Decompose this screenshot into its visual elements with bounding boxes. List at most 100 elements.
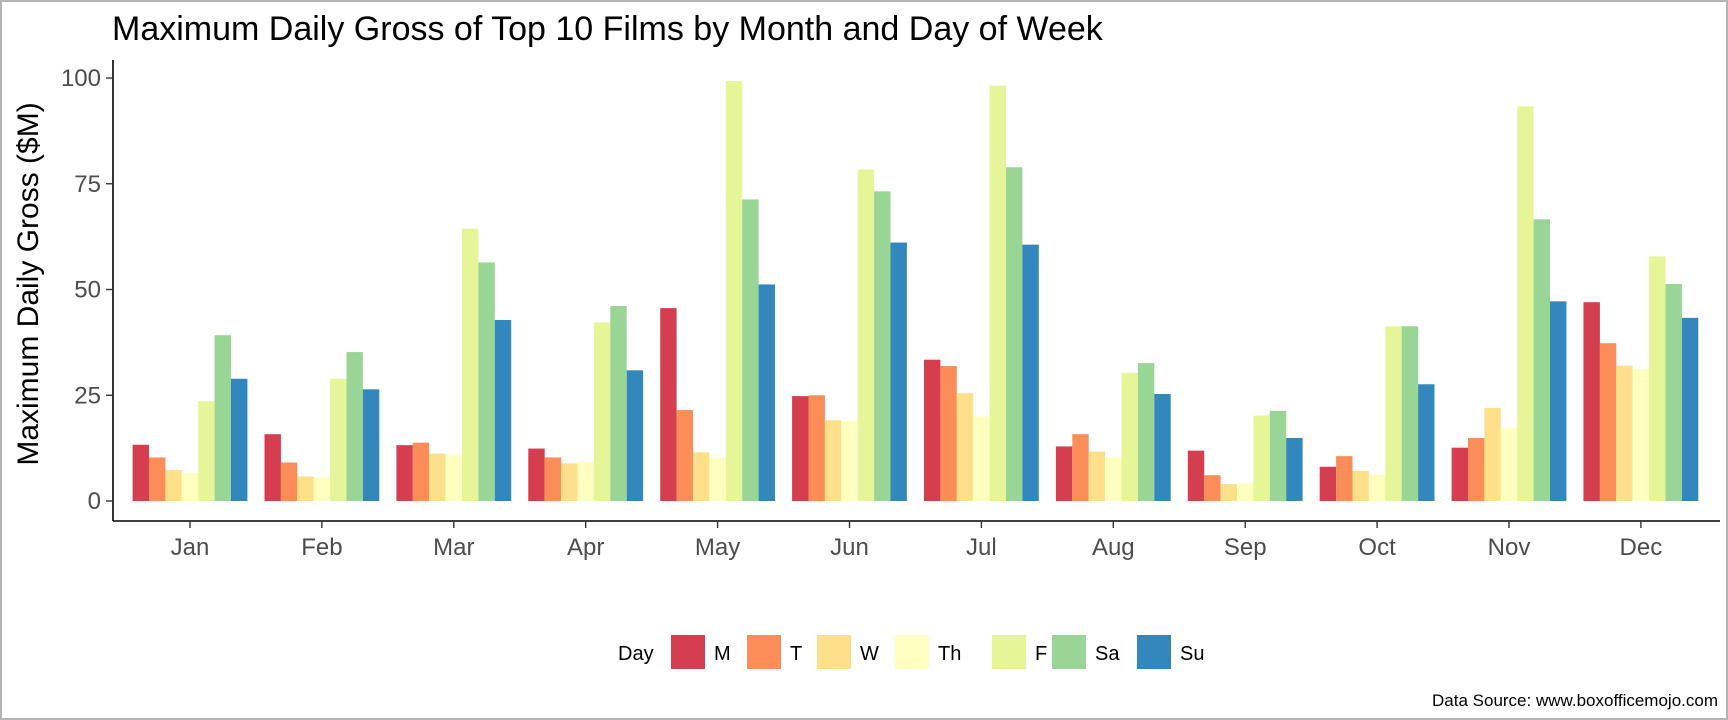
bar-may-m xyxy=(660,308,677,501)
bar-apr-t xyxy=(544,457,562,501)
bar-jul-th xyxy=(973,416,990,501)
bar-jul-sa xyxy=(1006,167,1023,501)
bar-jan-su xyxy=(231,378,248,501)
bar-nov-f xyxy=(1517,106,1534,501)
bar-jan-t xyxy=(149,457,166,501)
bar-mar-su xyxy=(494,319,512,501)
bar-oct-w xyxy=(1352,470,1369,501)
bar-apr-th xyxy=(577,462,594,501)
x-tick-label-mar: Mar xyxy=(433,534,474,561)
legend-key-m xyxy=(671,635,705,669)
bar-jan-sa xyxy=(214,335,231,501)
bar-oct-th xyxy=(1368,474,1386,501)
x-tick-label-oct: Oct xyxy=(1358,534,1396,561)
bar-apr-w xyxy=(561,463,578,501)
bar-sep-th xyxy=(1237,483,1254,501)
bar-dec-m xyxy=(1583,302,1600,501)
x-tick-label-may: May xyxy=(695,534,740,561)
bar-jun-t xyxy=(808,395,825,501)
bar-may-sa xyxy=(742,199,759,501)
bar-jul-su xyxy=(1022,244,1039,501)
bar-apr-m xyxy=(528,448,545,501)
y-tick-label: 75 xyxy=(74,171,101,198)
bar-feb-sa xyxy=(346,352,363,501)
bar-sep-m xyxy=(1187,450,1205,501)
y-tick-label: 100 xyxy=(61,65,101,92)
bar-dec-th xyxy=(1632,369,1650,501)
y-axis: 0 25 50 75 100 xyxy=(61,60,114,521)
x-tick-label-nov: Nov xyxy=(1488,534,1531,561)
bar-nov-sa xyxy=(1533,219,1550,501)
bar-nov-m xyxy=(1451,447,1468,501)
bar-may-su xyxy=(758,284,775,501)
bar-nov-th xyxy=(1500,427,1518,501)
legend-label-f: F xyxy=(1035,643,1047,665)
bar-dec-su xyxy=(1681,317,1699,501)
bar-sep-f xyxy=(1253,415,1270,501)
bar-jun-sa xyxy=(874,191,891,502)
legend-label-th: Th xyxy=(938,643,961,665)
bar-jan-m xyxy=(132,444,149,501)
y-tick-label: 50 xyxy=(74,277,101,304)
y-tick-label: 25 xyxy=(74,382,101,409)
x-axis: Jan Feb Mar Apr May Jun Jul Aug Sep Oct Nov Dec xyxy=(113,520,1720,561)
legend-title: Day xyxy=(618,643,654,665)
bar-sep-w xyxy=(1220,484,1237,501)
legend-label-m: M xyxy=(714,643,731,665)
bar-may-th xyxy=(709,457,726,501)
bars-group xyxy=(132,80,1699,502)
bar-sep-su xyxy=(1286,437,1303,501)
y-axis-label: Maximum Daily Gross ($M) xyxy=(12,102,45,465)
bar-dec-t xyxy=(1599,343,1617,501)
bar-may-w xyxy=(693,452,710,501)
bar-mar-w xyxy=(429,453,446,501)
legend-key-th xyxy=(895,635,929,669)
legend-key-f xyxy=(992,635,1026,669)
legend-label-sa: Sa xyxy=(1095,643,1120,665)
bar-aug-t xyxy=(1072,434,1089,501)
bar-feb-m xyxy=(264,434,281,501)
bar-dec-w xyxy=(1616,365,1633,501)
bar-jun-th xyxy=(841,421,858,501)
bar-jan-th xyxy=(181,473,199,501)
bar-oct-t xyxy=(1336,456,1353,501)
bar-aug-w xyxy=(1088,451,1106,501)
x-tick-label-aug: Aug xyxy=(1092,534,1135,561)
bar-may-f xyxy=(725,80,743,502)
bar-feb-t xyxy=(280,462,298,501)
bar-jun-f xyxy=(857,169,875,501)
bar-dec-f xyxy=(1649,256,1666,501)
caption: Data Source: www.boxofficemojo.com xyxy=(1432,691,1718,710)
legend-key-su xyxy=(1137,635,1171,669)
bar-oct-m xyxy=(1319,466,1337,501)
x-tick-label-jun: Jun xyxy=(830,534,869,561)
legend-label-su: Su xyxy=(1180,643,1204,665)
bar-jul-f xyxy=(989,85,1006,502)
bar-nov-t xyxy=(1468,437,1485,501)
bar-oct-su xyxy=(1418,384,1435,501)
bar-may-t xyxy=(676,410,693,501)
bar-jul-m xyxy=(924,359,941,501)
x-tick-label-jul: Jul xyxy=(966,534,997,561)
bar-jun-su xyxy=(890,242,907,502)
x-tick-label-dec: Dec xyxy=(1620,534,1663,561)
bar-aug-f xyxy=(1121,372,1138,501)
legend-label-w: W xyxy=(860,643,879,665)
bar-aug-su xyxy=(1154,393,1171,501)
bar-feb-th xyxy=(313,477,331,501)
bar-mar-t xyxy=(412,442,430,501)
legend-label-t: T xyxy=(790,643,802,665)
bar-mar-m xyxy=(396,445,413,501)
bar-dec-sa xyxy=(1665,284,1682,501)
bar-apr-su xyxy=(626,370,644,501)
bar-jul-t xyxy=(940,366,957,501)
bar-jun-w xyxy=(824,420,842,501)
legend: Day M T W Th F Sa Su xyxy=(618,635,1204,669)
legend-key-t xyxy=(747,635,781,669)
bar-feb-su xyxy=(362,389,380,501)
bar-feb-w xyxy=(297,476,314,501)
x-tick-label-apr: Apr xyxy=(567,534,604,561)
bar-jan-w xyxy=(165,470,182,501)
